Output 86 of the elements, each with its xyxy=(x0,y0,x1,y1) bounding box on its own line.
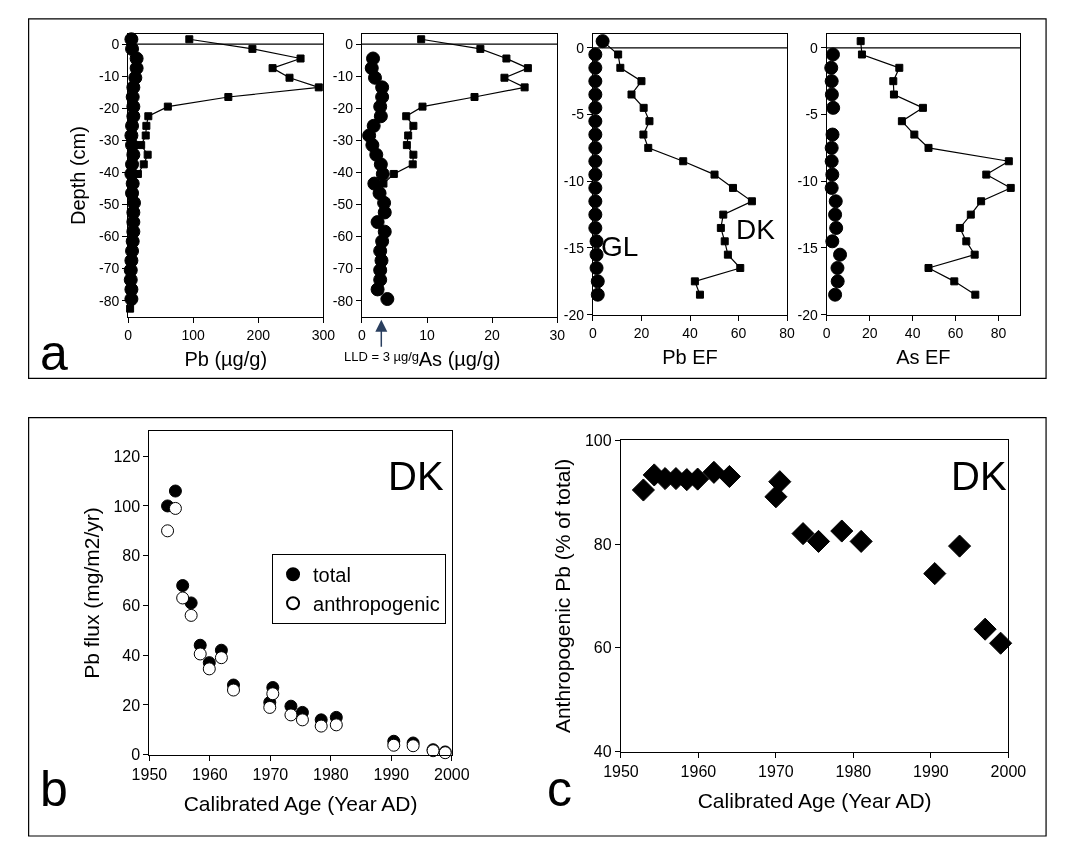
y-tick-label: -10 xyxy=(563,173,585,190)
x-tick-label: 2000 xyxy=(990,763,1027,781)
y-tick-label: -20 xyxy=(563,306,585,323)
x-tick-label: 10 xyxy=(419,326,436,343)
y-tick-label: -10 xyxy=(797,173,819,190)
x-tick-label: 2000 xyxy=(434,765,470,783)
text: a xyxy=(40,325,68,381)
y-tick-label: 80 xyxy=(122,547,141,565)
y-tick-label: 60 xyxy=(593,639,612,657)
y-axis-title: Anthropogenic Pb (% of total) xyxy=(551,458,575,734)
y-tick-label: -60 xyxy=(332,228,354,245)
x-tick-label: 1980 xyxy=(835,763,872,781)
y-tick-label: 40 xyxy=(122,646,141,664)
y-tick-label: 0 xyxy=(576,39,585,56)
y-tick-label: -30 xyxy=(99,132,120,149)
y-tick-label: -70 xyxy=(99,260,120,277)
y-axis-title: Depth (cm) xyxy=(66,126,89,226)
y-tick-label: -20 xyxy=(332,100,354,117)
x-tick-label: 1960 xyxy=(192,765,228,783)
x-tick-label: 20 xyxy=(633,324,650,341)
y-tick-label: -40 xyxy=(332,164,354,181)
text: LLD = 3 µg/g xyxy=(344,349,420,364)
annotation: DK xyxy=(951,454,1007,498)
legend-label: anthropogenic xyxy=(313,593,440,616)
x-tick-label: 1950 xyxy=(603,763,639,781)
y-tick-label: 20 xyxy=(122,696,141,714)
x-tick-label: 0 xyxy=(822,324,831,341)
y-tick-label: -50 xyxy=(99,196,120,213)
y-tick-label: 60 xyxy=(122,597,141,615)
text: b xyxy=(40,761,68,817)
y-axis-title: Pb flux (mg/m2/yr) xyxy=(79,507,103,679)
y-tick-label: -50 xyxy=(332,196,354,213)
y-tick-label: -80 xyxy=(99,292,120,309)
x-tick-label: 1980 xyxy=(313,765,349,783)
x-tick-label: 1960 xyxy=(680,763,717,781)
y-tick-label: 0 xyxy=(345,35,354,52)
x-tick-label: 1990 xyxy=(373,765,410,783)
y-tick-label: -5 xyxy=(571,106,585,123)
y-tick-label: 100 xyxy=(113,497,141,515)
y-tick-label: -10 xyxy=(332,68,354,85)
x-tick-label: 80 xyxy=(990,324,1007,341)
text: c xyxy=(547,761,572,817)
x-tick-label: 40 xyxy=(904,324,921,341)
x-tick-label: 1970 xyxy=(252,765,289,783)
y-tick-label: 0 xyxy=(111,35,120,52)
y-tick-label: -60 xyxy=(99,228,120,245)
annotation: GL xyxy=(601,231,639,262)
y-tick-label: -15 xyxy=(797,239,819,256)
x-axis-title: Calibrated Age (Year AD) xyxy=(183,792,418,816)
x-tick-label: 80 xyxy=(779,324,796,341)
y-tick-label: 0 xyxy=(131,746,141,764)
x-axis-title: Calibrated Age (Year AD) xyxy=(697,789,932,813)
y-tick-label: -80 xyxy=(332,292,354,309)
y-tick-label: 80 xyxy=(593,535,612,553)
annotation: DK xyxy=(736,214,776,245)
y-tick-label: -10 xyxy=(99,68,120,85)
y-tick-label: -20 xyxy=(99,100,120,117)
x-axis-title: Pb (µg/g) xyxy=(184,348,268,371)
x-axis-title: Pb EF xyxy=(662,346,718,369)
x-tick-label: 20 xyxy=(484,326,501,343)
legend-label: total xyxy=(313,564,351,587)
x-tick-label: 30 xyxy=(549,326,566,343)
x-tick-label: 60 xyxy=(730,324,747,341)
x-tick-label: 100 xyxy=(181,326,206,343)
annotation: DK xyxy=(388,454,444,498)
x-tick-label: 200 xyxy=(246,326,271,343)
x-tick-label: 300 xyxy=(311,326,336,343)
x-tick-label: 60 xyxy=(947,324,964,341)
y-tick-label: -20 xyxy=(797,306,819,323)
x-tick-label: 0 xyxy=(358,326,367,343)
y-tick-label: -5 xyxy=(805,106,819,123)
y-tick-label: -15 xyxy=(563,239,585,256)
x-tick-label: 40 xyxy=(682,324,699,341)
x-tick-label: 1950 xyxy=(131,765,168,783)
x-tick-label: 1990 xyxy=(913,763,949,781)
x-tick-label: 20 xyxy=(861,324,878,341)
y-tick-label: 120 xyxy=(113,447,141,465)
y-tick-label: 100 xyxy=(584,431,612,449)
y-tick-label: -30 xyxy=(332,132,354,149)
x-axis-title: As (µg/g) xyxy=(418,348,501,371)
y-tick-label: 40 xyxy=(593,743,612,761)
y-tick-label: -70 xyxy=(332,260,354,277)
x-axis-title: As EF xyxy=(896,346,951,369)
y-tick-label: 0 xyxy=(810,39,819,56)
y-tick-label: -40 xyxy=(99,164,120,181)
x-tick-label: 1970 xyxy=(758,763,794,781)
